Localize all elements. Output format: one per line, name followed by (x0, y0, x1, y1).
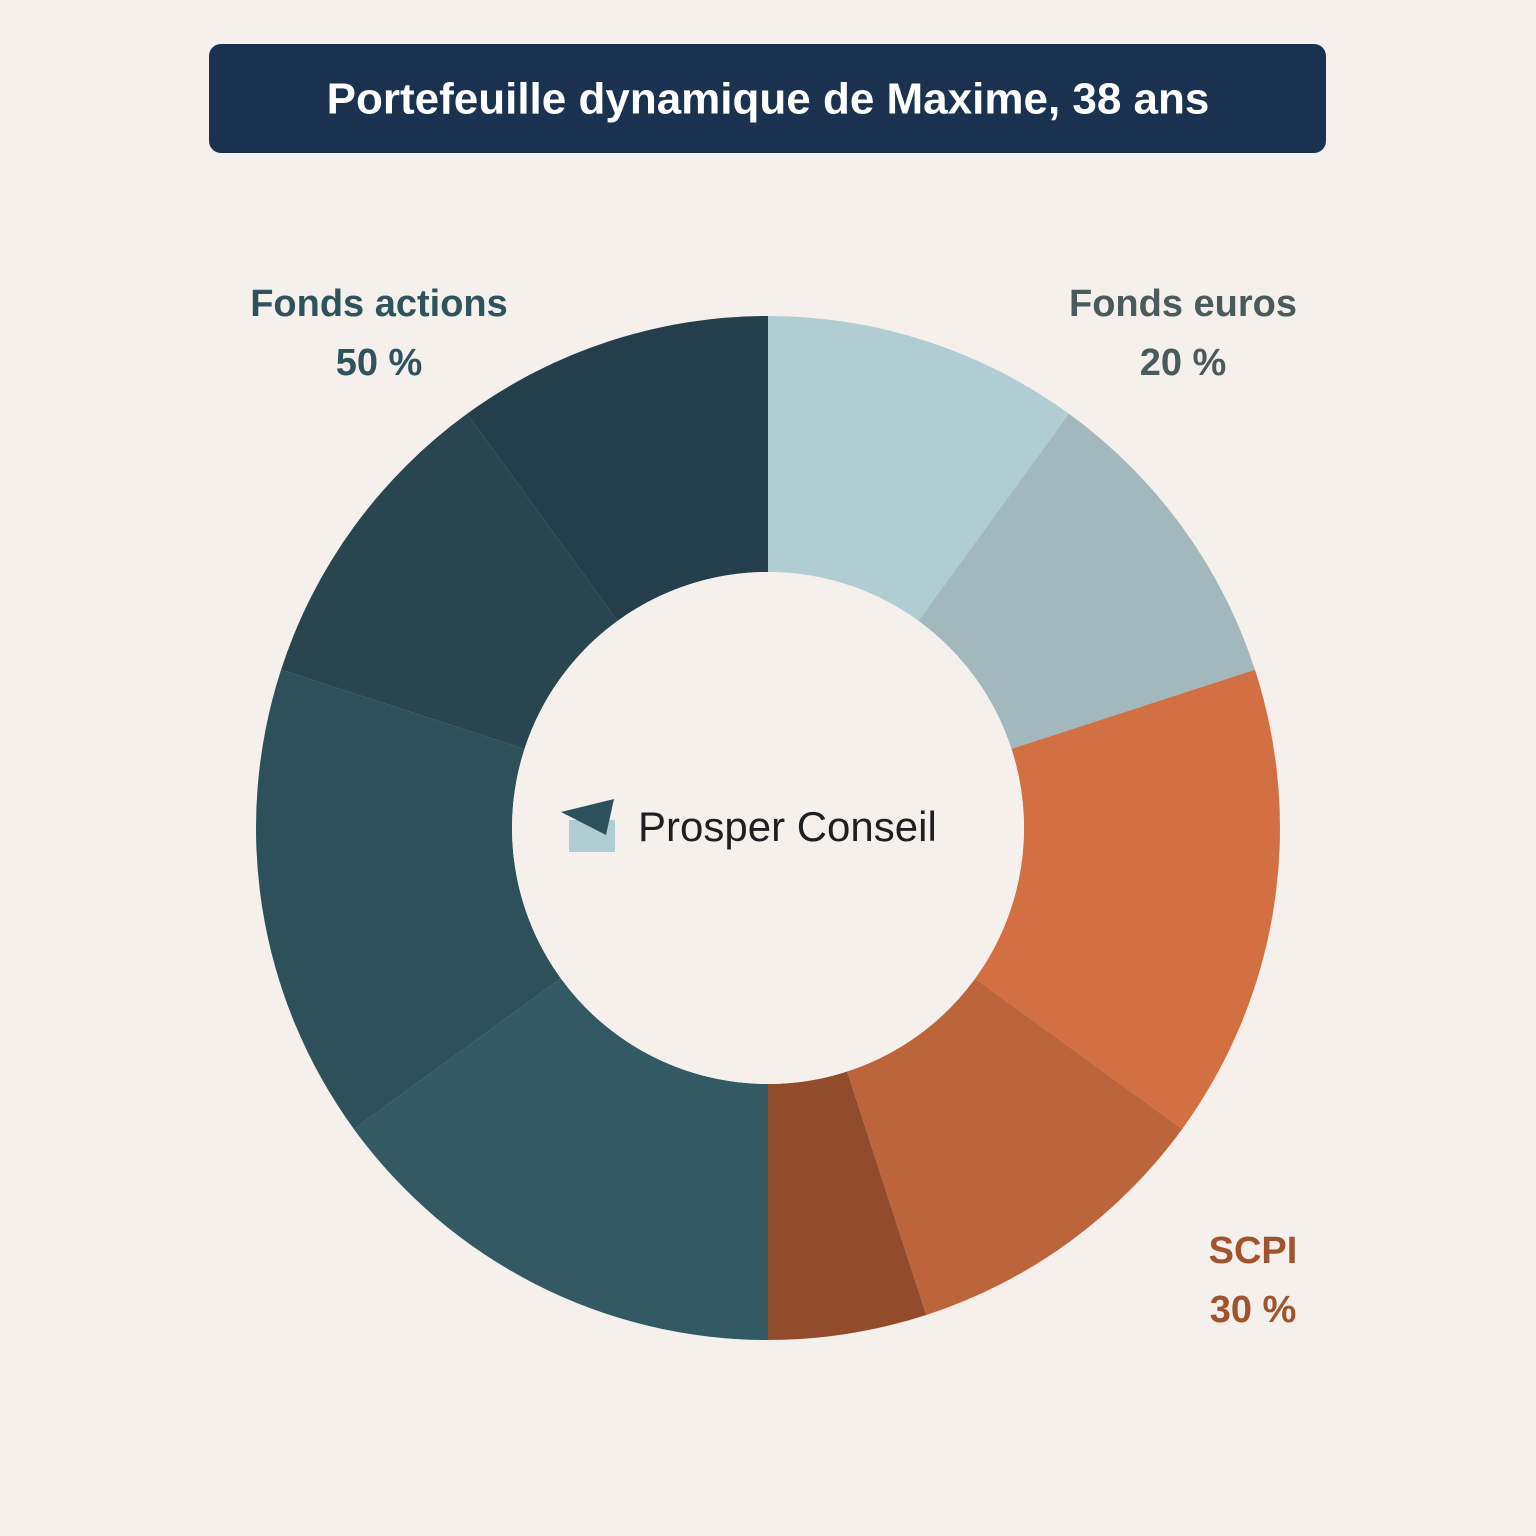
value-label: 20 % (1140, 342, 1227, 384)
donut-segment (255, 669, 561, 1129)
title-box (209, 44, 1326, 153)
logo-flag (561, 799, 614, 835)
donut (255, 316, 1281, 1340)
donut-segment (768, 1071, 927, 1340)
donut-segment (918, 413, 1255, 749)
donut-segment (281, 413, 618, 749)
chart-title: Portefeuille dynamique de Maxime, 38 ans (327, 75, 1210, 124)
logo-icon (561, 799, 615, 852)
donut-hole (512, 572, 1024, 1084)
donut-segment (847, 978, 1183, 1315)
value-label: 50 % (336, 342, 423, 384)
donut-segment (353, 978, 768, 1340)
category-label: Fonds euros (1069, 283, 1297, 325)
center-text: Prosper Conseil (638, 803, 937, 850)
value-label: 30 % (1210, 1289, 1297, 1331)
donut-segment (467, 316, 768, 621)
donut-segment (768, 316, 1069, 621)
category-label: Fonds actions (250, 283, 508, 325)
category-label: SCPI (1209, 1230, 1298, 1272)
donut-segment (975, 669, 1281, 1129)
